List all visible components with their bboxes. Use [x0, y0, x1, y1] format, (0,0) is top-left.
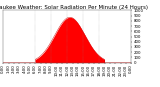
- Title: Milwaukee Weather: Solar Radiation Per Minute (24 Hours): Milwaukee Weather: Solar Radiation Per M…: [0, 5, 148, 10]
